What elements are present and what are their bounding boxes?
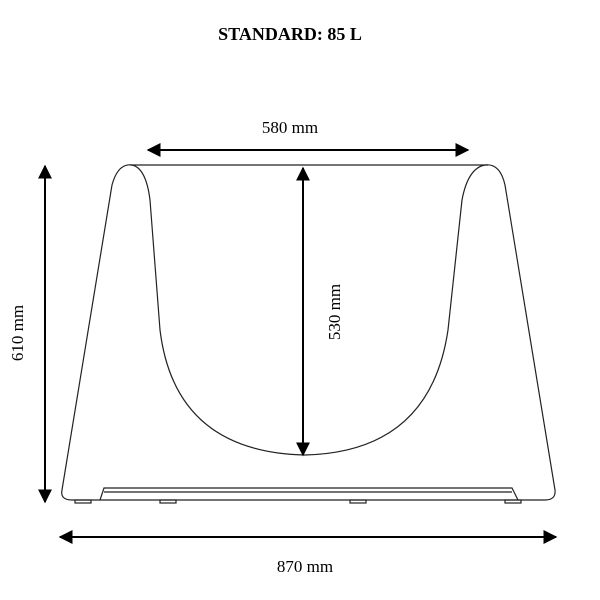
dimension-label: 870 mm bbox=[277, 557, 333, 576]
title: STANDARD: 85 L bbox=[218, 24, 362, 44]
dimension-label: 610 mm bbox=[8, 305, 27, 361]
chair-outline bbox=[61, 164, 556, 504]
dimension-label: 580 mm bbox=[262, 118, 318, 137]
dimension-label: 530 mm bbox=[325, 284, 344, 340]
